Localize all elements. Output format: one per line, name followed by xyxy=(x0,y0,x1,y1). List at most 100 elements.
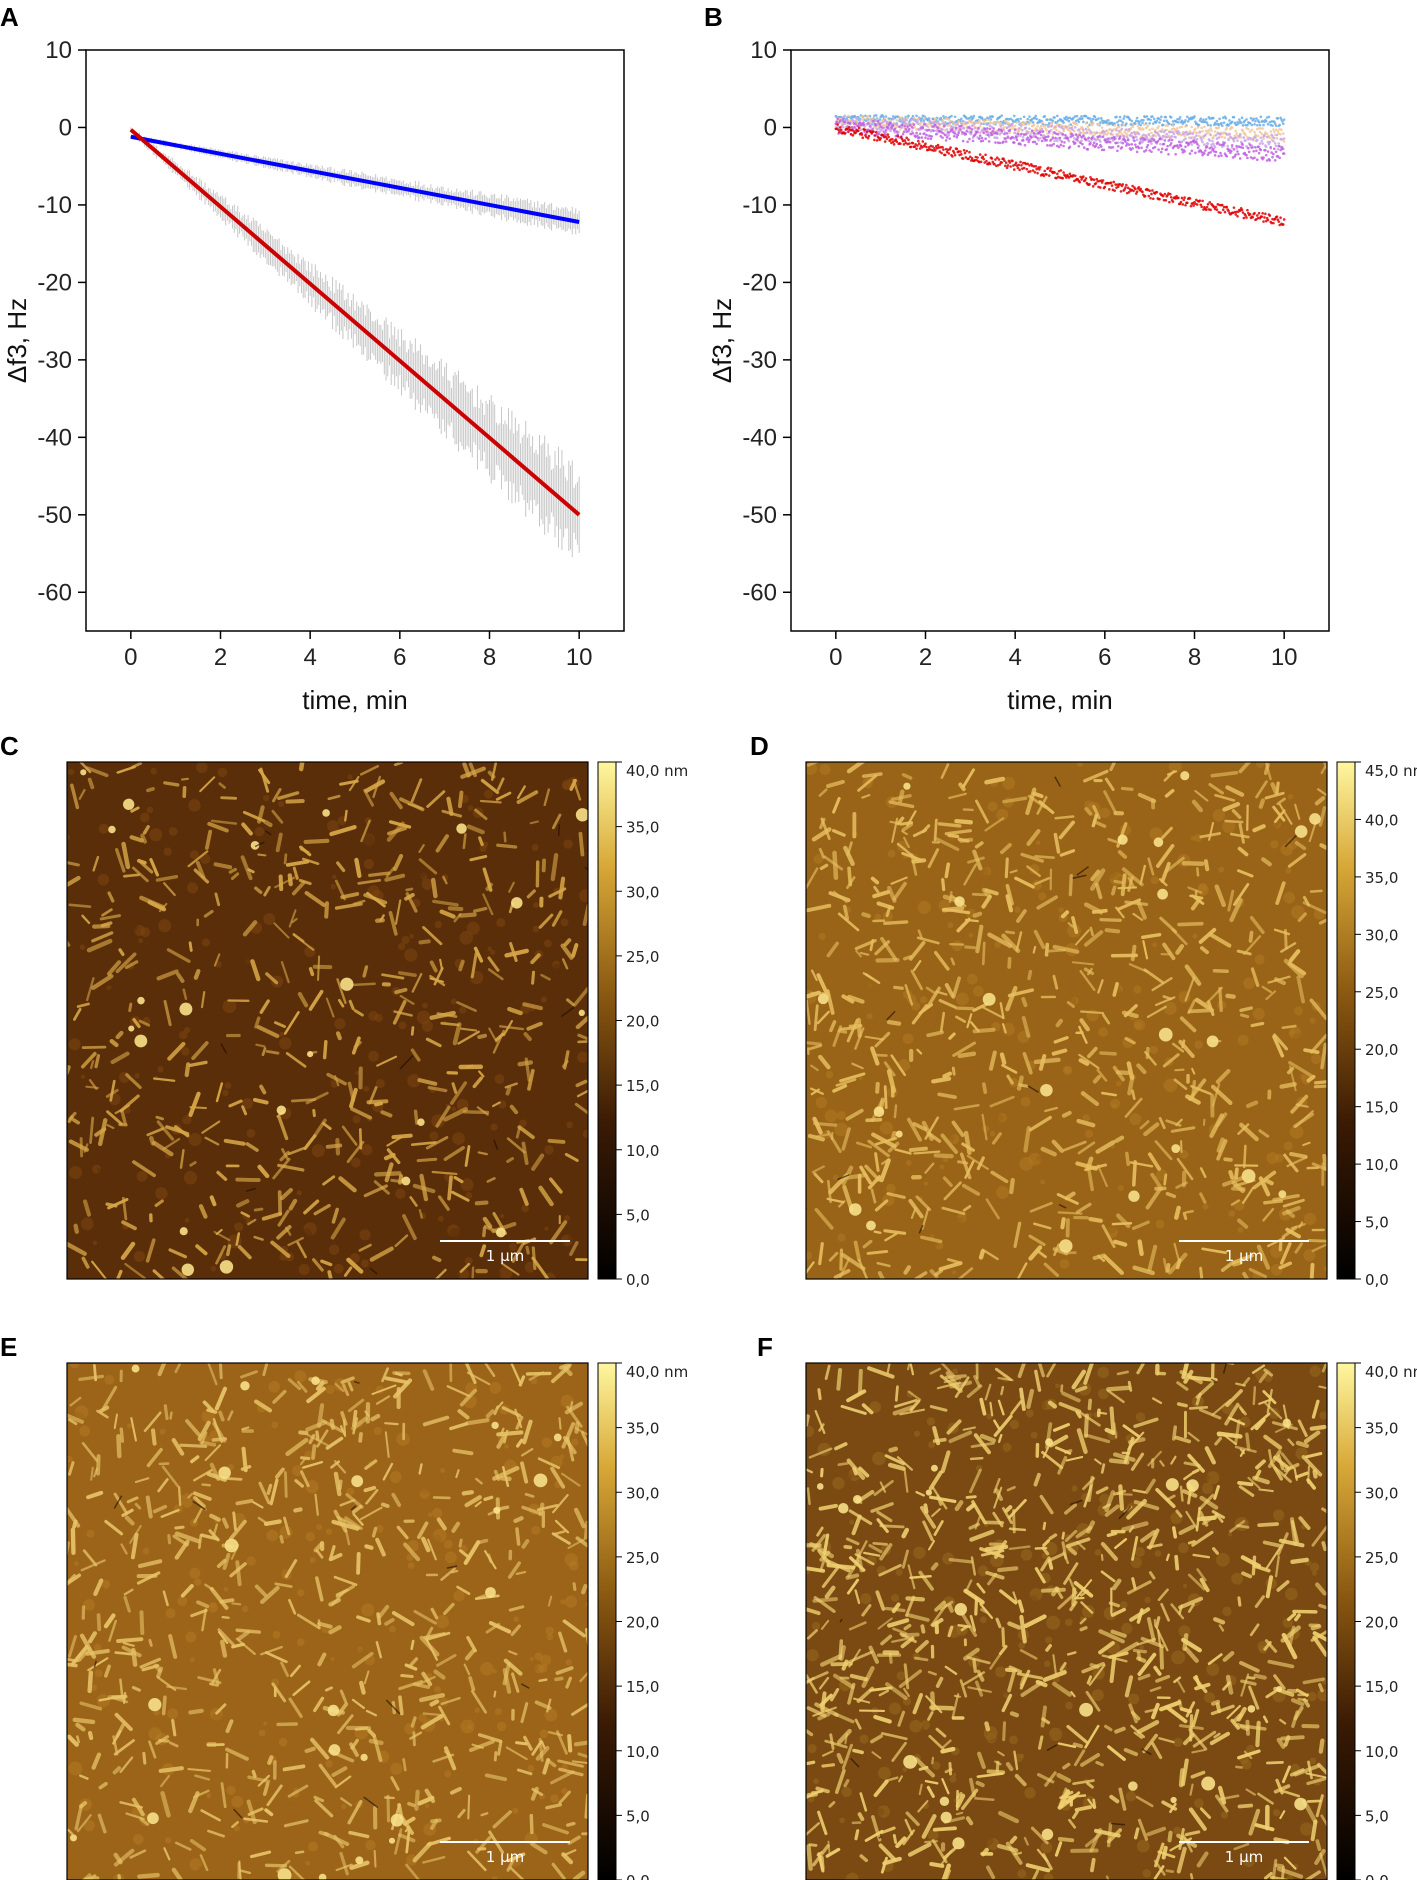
fibril xyxy=(951,976,961,999)
fibril xyxy=(1262,1207,1275,1222)
data-point xyxy=(848,121,852,125)
fibril xyxy=(429,1010,456,1020)
fibril xyxy=(1094,882,1103,900)
texture-spot xyxy=(1014,906,1021,913)
fibril xyxy=(964,1160,975,1179)
data-point xyxy=(854,131,857,134)
data-point xyxy=(1194,120,1197,124)
data-point xyxy=(1266,218,1270,222)
data-point xyxy=(846,127,849,131)
texture-spot xyxy=(1242,1029,1248,1035)
data-point xyxy=(992,127,995,130)
fibril xyxy=(509,1104,519,1115)
fibril xyxy=(1014,876,1035,889)
data-point xyxy=(990,133,994,137)
data-point xyxy=(1045,138,1048,142)
texture-spot xyxy=(828,1200,842,1214)
data-point xyxy=(1282,118,1286,121)
texture-spot xyxy=(246,1128,256,1138)
texture-spot xyxy=(97,873,110,886)
data-point xyxy=(1062,171,1065,174)
fibril xyxy=(1032,945,1037,954)
data-point xyxy=(960,152,963,156)
data-point xyxy=(1253,130,1256,134)
data-point xyxy=(882,130,886,134)
data-point xyxy=(1223,210,1227,214)
data-point xyxy=(1089,140,1092,143)
data-point xyxy=(1193,136,1196,140)
data-point xyxy=(1267,142,1271,146)
data-point xyxy=(1112,180,1116,184)
fibril xyxy=(480,778,500,795)
data-point xyxy=(1057,125,1061,128)
x-tick-label: 8 xyxy=(483,644,496,671)
fibril xyxy=(68,1139,89,1152)
fibril xyxy=(303,838,330,845)
texture-spot xyxy=(301,943,307,949)
texture-spot xyxy=(315,1008,325,1019)
texture-spot xyxy=(473,780,485,792)
data-point xyxy=(968,150,971,154)
fibril xyxy=(1273,809,1286,824)
fibril xyxy=(575,1079,588,1088)
fibril xyxy=(1209,1113,1225,1138)
fibril xyxy=(348,999,355,1011)
fibril xyxy=(974,841,984,849)
data-point xyxy=(1214,133,1218,137)
data-point xyxy=(1154,134,1158,138)
fibril xyxy=(105,1088,119,1098)
fibril xyxy=(551,813,562,830)
fibril xyxy=(429,974,446,987)
fibril xyxy=(469,854,488,862)
data-point xyxy=(1080,139,1083,142)
data-point xyxy=(1189,136,1193,140)
x-tick-label: 0 xyxy=(829,644,842,671)
data-point xyxy=(839,119,842,122)
texture-spot xyxy=(123,1043,130,1050)
fibril xyxy=(147,900,167,912)
data-point xyxy=(1182,138,1186,142)
data-point xyxy=(1017,127,1021,130)
fibril xyxy=(517,1060,534,1067)
texture-spot xyxy=(296,1190,302,1196)
data-point xyxy=(889,119,892,123)
texture-spot xyxy=(311,1144,325,1158)
fibril xyxy=(548,887,567,898)
data-point xyxy=(1138,120,1142,123)
data-point xyxy=(1149,139,1152,143)
data-point xyxy=(1134,187,1137,191)
fibril xyxy=(548,1177,563,1194)
data-point xyxy=(920,136,924,139)
fibril xyxy=(82,1199,92,1217)
data-point xyxy=(1209,151,1212,154)
texture-spot xyxy=(278,800,285,808)
texture-spot xyxy=(1252,882,1258,888)
data-point xyxy=(1197,123,1201,127)
fibril xyxy=(81,1256,90,1269)
texture-spot xyxy=(178,1030,188,1040)
x-axis-label: time, min xyxy=(1007,685,1112,715)
data-point xyxy=(922,120,926,124)
data-point xyxy=(961,139,965,143)
fibril xyxy=(457,790,464,809)
texture-spot xyxy=(564,1215,571,1222)
fibril xyxy=(1185,1094,1201,1105)
data-point xyxy=(1188,152,1192,155)
texture-spot xyxy=(837,1233,846,1242)
data-point xyxy=(1200,138,1203,142)
data-point xyxy=(986,133,990,137)
data-point xyxy=(978,153,982,156)
data-point xyxy=(929,123,933,127)
data-point xyxy=(1121,183,1125,186)
data-point xyxy=(1091,144,1095,147)
data-point xyxy=(1220,203,1224,207)
texture-spot xyxy=(184,1217,190,1223)
data-point xyxy=(938,150,942,153)
data-point xyxy=(1039,133,1043,137)
fibril xyxy=(1020,852,1044,863)
data-point xyxy=(1190,149,1194,153)
data-point xyxy=(1272,128,1275,131)
texture-spot xyxy=(953,1217,964,1228)
fibril xyxy=(247,1218,257,1226)
fibril xyxy=(1026,829,1041,846)
